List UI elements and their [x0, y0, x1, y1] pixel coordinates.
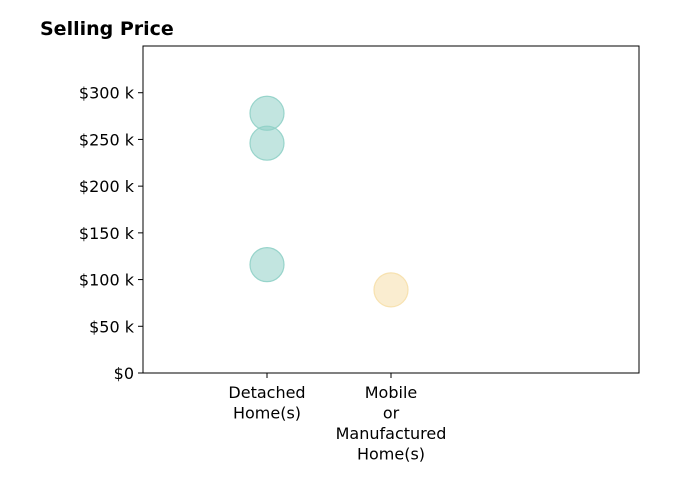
x-tick-label: Detached Home(s): [228, 383, 305, 423]
data-point: [249, 95, 285, 131]
data-point: [249, 125, 285, 161]
plot-frame: [142, 45, 640, 374]
data-point: [373, 272, 409, 308]
y-tick-label: $100 k: [79, 271, 135, 290]
y-axis: $0 $50 k $100 k $150 k $200 k $250 k $300 k: [79, 84, 143, 383]
y-tick-label: $150 k: [79, 224, 135, 243]
plot-area: [142, 45, 640, 374]
y-tick-label: $300 k: [79, 84, 135, 103]
y-tick-label: $50 k: [89, 317, 135, 336]
chart-title: Selling Price: [40, 18, 174, 40]
data-point: [249, 247, 285, 283]
x-tick-label: Mobile or Manufactured Home(s): [336, 383, 447, 464]
x-axis: Detached Home(s) Mobile or Manufactured Home(…: [228, 373, 446, 464]
y-tick-label: $0: [114, 364, 134, 383]
y-tick-label: $200 k: [79, 177, 135, 196]
data-points: [249, 95, 409, 308]
y-tick-label: $250 k: [79, 130, 135, 149]
